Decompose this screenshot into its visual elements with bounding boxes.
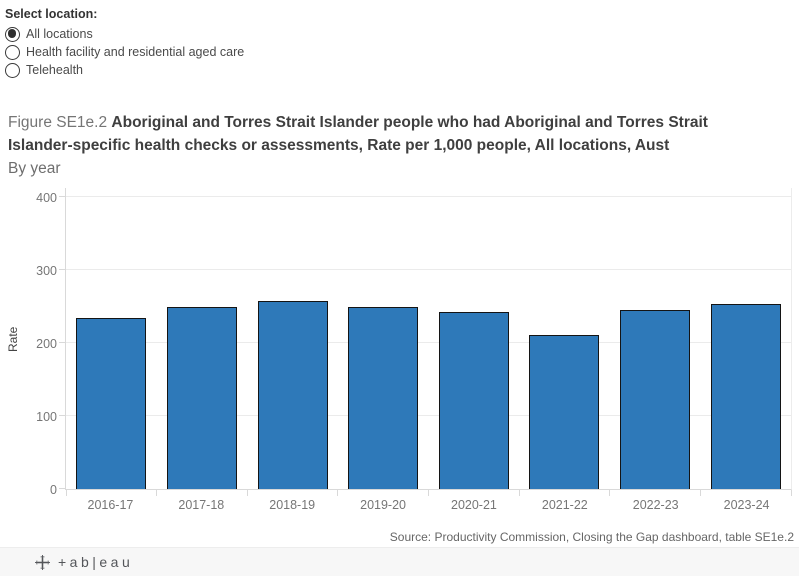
x-axis-tick <box>337 490 339 496</box>
radio-option-label: Health facility and residential aged car… <box>26 45 245 59</box>
x-axis-label: 2022-23 <box>632 498 679 512</box>
source-note: Source: Productivity Commission, Closing… <box>389 530 794 544</box>
x-axis-label: 2018-19 <box>269 498 316 512</box>
x-axis-tick <box>699 490 701 496</box>
bar-band <box>700 188 791 489</box>
bar-band <box>66 188 157 489</box>
bar-2017-18[interactable] <box>166 306 237 489</box>
y-tick-label: 300 <box>36 264 57 278</box>
radio-option-label: Telehealth <box>26 63 83 77</box>
y-axis-tick <box>59 342 65 343</box>
bar-band <box>429 188 520 489</box>
y-axis-tick <box>59 488 65 489</box>
bar-2016-17[interactable] <box>76 318 147 489</box>
figure-title: Figure SE1e.2 Aboriginal and Torres Stra… <box>8 111 750 180</box>
bar-2019-20[interactable] <box>348 306 419 489</box>
y-axis-tick <box>59 269 65 270</box>
bars <box>66 188 791 489</box>
x-axis-label: 2023-24 <box>723 498 770 512</box>
gridline <box>66 269 791 270</box>
y-axis-tick <box>59 415 65 416</box>
radio-option[interactable]: Telehealth <box>5 61 244 79</box>
bar-2020-21[interactable] <box>438 311 509 489</box>
x-axis-label: 2017-18 <box>178 498 225 512</box>
tableau-logo-icon[interactable] <box>35 554 50 570</box>
radio-unselected-icon[interactable] <box>5 62 20 78</box>
x-axis-tick <box>156 490 158 496</box>
figure-title-text: Aboriginal and Torres Strait Islander pe… <box>8 114 708 154</box>
tableau-footer: +ab|eau <box>0 547 799 576</box>
x-axis-labels: 2016-17 2017-18 2018-19 2019-20 2020-21 2021-… <box>65 498 792 512</box>
y-tick-label: 0 <box>50 483 57 497</box>
y-tick-label: 200 <box>36 337 57 351</box>
x-axis-tick <box>65 490 67 496</box>
gridline <box>66 342 791 343</box>
bar-band <box>519 188 610 489</box>
x-axis-tick <box>246 490 248 496</box>
radio-unselected-icon[interactable] <box>5 44 20 60</box>
bar-2021-22[interactable] <box>529 334 600 489</box>
filter-label: Select location: <box>5 7 98 21</box>
y-tick-label: 100 <box>36 410 57 424</box>
bar-band <box>247 188 338 489</box>
bar-2022-23[interactable] <box>620 310 691 489</box>
x-axis-tick <box>609 490 611 496</box>
location-filter: Select location: All locations Health fac… <box>5 7 244 79</box>
radio-option-label: All locations <box>26 27 93 41</box>
x-axis-label: 2016-17 <box>87 498 134 512</box>
radio-option[interactable]: All locations <box>5 25 244 43</box>
bar-2023-24[interactable] <box>710 303 781 489</box>
bar-band <box>610 188 701 489</box>
x-axis-tick <box>428 490 429 496</box>
bar-band <box>338 188 429 489</box>
radio-list: All locations Health facility and residen… <box>5 25 244 79</box>
bar-2018-19[interactable] <box>257 301 328 489</box>
radio-selected-icon[interactable] <box>5 26 20 42</box>
radio-option[interactable]: Health facility and residential aged car… <box>5 43 244 61</box>
x-axis-tick <box>790 490 792 496</box>
x-axis-label: 2019-20 <box>360 498 406 512</box>
figure-number: Figure SE1e.2 <box>8 114 112 131</box>
tableau-wordmark[interactable]: +ab|eau <box>58 554 134 570</box>
gridline <box>66 196 791 197</box>
y-tick-label: 400 <box>36 191 57 205</box>
figure-subtitle: By year <box>8 160 61 177</box>
bar-band <box>157 188 248 489</box>
gridline <box>66 415 791 416</box>
x-axis-tick <box>518 490 520 496</box>
x-axis-label: 2021-22 <box>541 498 588 512</box>
y-axis-tick <box>59 196 65 197</box>
plot-area <box>59 188 792 496</box>
x-axis-label: 2020-21 <box>451 498 497 512</box>
